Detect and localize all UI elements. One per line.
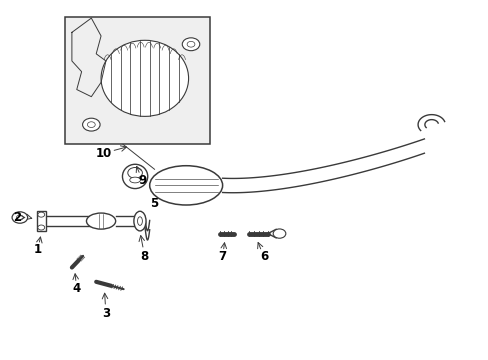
Text: 9: 9 [138, 174, 146, 186]
Circle shape [12, 212, 28, 223]
Ellipse shape [149, 166, 222, 205]
Text: 1: 1 [34, 243, 42, 256]
Text: 3: 3 [102, 307, 110, 320]
Ellipse shape [86, 213, 116, 229]
Ellipse shape [101, 40, 188, 116]
Ellipse shape [129, 177, 140, 183]
Circle shape [17, 215, 23, 220]
Ellipse shape [137, 217, 142, 225]
Text: 2: 2 [13, 211, 21, 224]
Text: 7: 7 [218, 250, 226, 263]
Ellipse shape [122, 164, 147, 189]
Text: 10: 10 [95, 147, 111, 160]
Bar [64, 18, 210, 144]
Circle shape [38, 212, 44, 217]
Circle shape [82, 118, 100, 131]
Bar [37, 211, 45, 231]
Circle shape [182, 38, 200, 51]
Text: 5: 5 [150, 197, 158, 210]
Circle shape [187, 41, 195, 47]
Text: 6: 6 [259, 250, 267, 263]
Text: 8: 8 [141, 250, 149, 263]
Ellipse shape [134, 211, 146, 231]
Text: 4: 4 [73, 283, 81, 296]
Circle shape [38, 225, 44, 230]
Circle shape [87, 122, 95, 127]
Circle shape [273, 229, 285, 238]
Circle shape [127, 167, 142, 178]
